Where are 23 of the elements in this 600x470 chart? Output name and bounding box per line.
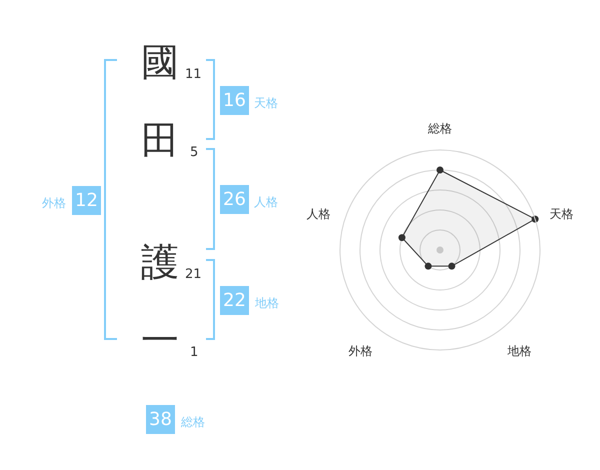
- text: 22: [223, 290, 246, 311]
- spoke-label: 天格: [549, 206, 574, 221]
- text: 11: [185, 67, 202, 82]
- text: 26: [223, 189, 246, 210]
- category-label: 護: [141, 240, 179, 284]
- text: 12: [75, 190, 98, 211]
- spoke-label: 総格: [427, 122, 452, 136]
- text: 外格: [42, 196, 66, 210]
- spoke-label: 人格: [306, 206, 331, 221]
- text: 16: [223, 90, 246, 111]
- text: 1: [190, 345, 198, 360]
- text: 5: [190, 145, 198, 160]
- text: 人格: [254, 195, 278, 209]
- category-label: 田: [141, 118, 179, 162]
- category-label: 一: [141, 318, 179, 362]
- text: 38: [149, 409, 172, 430]
- category-label: 國: [141, 40, 179, 84]
- text: 天格: [254, 96, 278, 110]
- spoke-label: 地格: [506, 344, 532, 358]
- text: 21: [185, 267, 202, 282]
- text: 地格: [254, 296, 279, 310]
- text: 総格: [180, 415, 205, 429]
- spoke-label: 外格: [348, 344, 372, 358]
